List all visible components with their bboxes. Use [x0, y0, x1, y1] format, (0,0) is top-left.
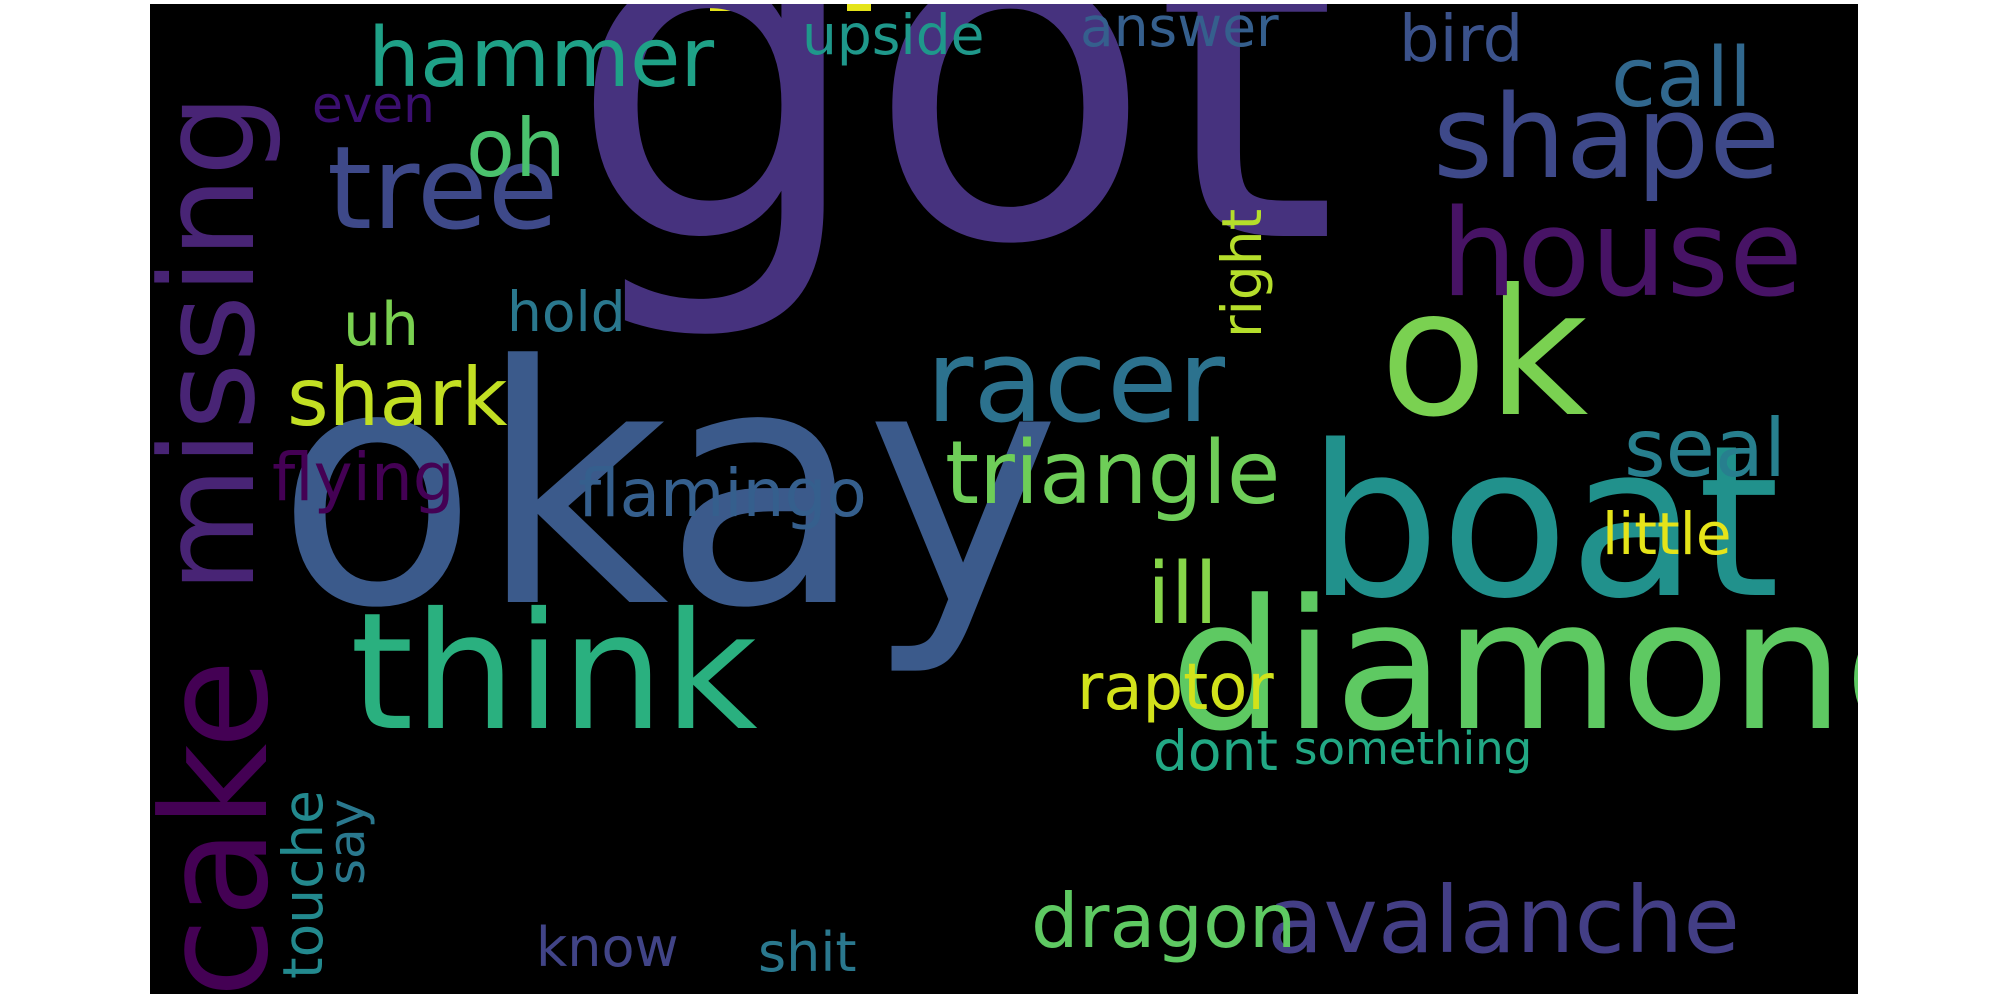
word-right: right — [1210, 208, 1274, 338]
word-missing: missing — [150, 93, 284, 593]
word-call: call — [1611, 31, 1752, 126]
clipped-word-fragment — [659, 4, 683, 11]
word-tree: tree — [327, 122, 559, 256]
word-racer: racer — [926, 315, 1226, 449]
word-shape: shape — [1433, 71, 1781, 205]
word-flamingo: flamingo — [578, 455, 867, 532]
word-okay: okay — [276, 296, 1061, 680]
word-diamond: diamond — [1170, 562, 1858, 771]
word-house: house — [1441, 185, 1803, 324]
word-think: think — [350, 579, 758, 767]
word-raptor: raptor — [1077, 651, 1274, 725]
clipped-word-fragment — [847, 4, 871, 11]
word-triangle: triangle — [945, 422, 1281, 524]
word-dont: dont — [1153, 719, 1278, 783]
word-shark: shark — [287, 351, 508, 444]
word-bird: bird — [1399, 4, 1524, 77]
word-hold: hold — [507, 280, 626, 344]
word-ill: ill — [1147, 545, 1218, 644]
word-say: say — [318, 798, 376, 885]
clipped-word-fragment — [710, 4, 734, 11]
word-avalanche: avalanche — [1267, 867, 1740, 974]
word-answer: answer — [1080, 4, 1279, 59]
word-shit: shit — [758, 921, 857, 984]
word-seal: seal — [1624, 402, 1787, 495]
word-even: even — [312, 76, 435, 134]
word-upside: upside — [802, 4, 985, 67]
word-cake: cake — [150, 659, 301, 994]
word-something: something — [1294, 722, 1533, 775]
word-dragon: dragon — [1031, 877, 1297, 965]
word-got: got — [568, 4, 1339, 347]
word-little: little — [1602, 500, 1732, 568]
word-cloud-canvas: got okay boat diamond think ok cake miss… — [150, 4, 1858, 994]
word-ok: ok — [1380, 253, 1589, 456]
word-hammer: hammer — [368, 11, 715, 106]
word-uh: uh — [343, 290, 420, 360]
word-know: know — [536, 916, 679, 979]
word-oh: oh — [466, 102, 566, 195]
word-flying: flying — [272, 439, 455, 516]
word-boat: boat — [1307, 400, 1780, 645]
